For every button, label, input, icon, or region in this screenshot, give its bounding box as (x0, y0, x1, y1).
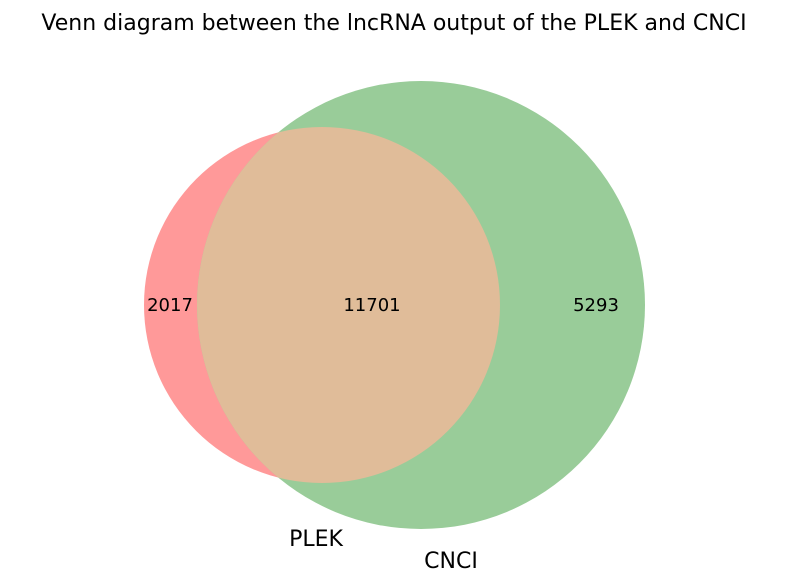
count-intersection: 11701 (343, 295, 400, 316)
set-label-cnci: CNCI (424, 549, 478, 574)
venn-region-intersection (197, 127, 500, 483)
count-plek-only: 2017 (147, 295, 193, 316)
chart-title: Venn diagram between the lncRNA output o… (41, 11, 746, 36)
count-cnci-only: 5293 (573, 295, 619, 316)
set-label-plek: PLEK (289, 527, 343, 552)
